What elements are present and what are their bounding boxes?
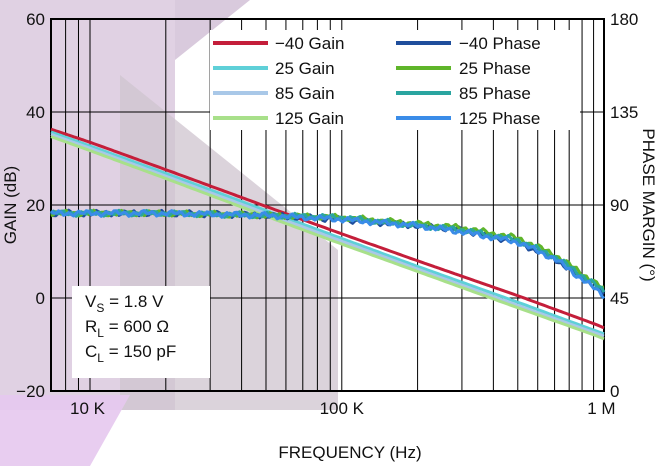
y-right-tick-label: 45 [610,289,629,308]
x-tick-label: 1 M [587,399,615,418]
x-axis-title: FREQUENCY (Hz) [278,443,421,462]
y-right-tick-label: 135 [610,103,638,122]
y-axis-left-title: GAIN (dB) [1,166,20,244]
right-axis-ticks: 0 45 90 135 180 [610,10,638,401]
y-left-tick-label: 20 [26,196,45,215]
y-axis-right-title: PHASE MARGIN (°) [639,128,658,281]
y-left-tick-label: 0 [36,289,45,308]
y-left-tick-label: −20 [16,382,45,401]
y-right-tick-label: 0 [610,382,619,401]
y-right-tick-label: 180 [610,10,638,29]
series-line-125-gain [50,135,605,341]
legend-label: 125 Phase [459,109,540,128]
conditions-box: VS = 1.8 VRL = 600 ΩCL = 150 pF [72,286,210,378]
legend-box [210,30,580,130]
condition-label: VS = 1.8 V [85,292,164,315]
x-tick-label: 10 K [70,399,106,418]
legend-label: −40 Gain [275,34,344,53]
conditions-background [72,286,210,378]
y-left-tick-label: 40 [26,103,45,122]
legend: −40 Gain 25 Gain 85 Gain 125 Gain −40 Phase 2… [210,30,580,130]
series-line-85-gain [50,132,605,338]
y-right-tick-label: 90 [610,196,629,215]
series-line-40-gain [50,127,605,330]
plot-frame [50,18,605,392]
legend-label: 125 Gain [275,109,344,128]
legend-label: −40 Phase [459,34,541,53]
condition-label: CL = 150 pF [85,342,176,365]
legend-label: 25 Phase [459,59,531,78]
condition-label: RL = 600 Ω [85,317,169,340]
left-axis-ticks: −20 0 20 40 60 [16,10,45,401]
y-left-tick-label: 60 [26,10,45,29]
series-line-125-phase [49,209,606,300]
x-tick-label: 100 K [320,399,365,418]
legend-label: 25 Gain [275,59,335,78]
series-line-25-gain [50,130,605,336]
legend-label: 85 Phase [459,84,531,103]
legend-label: 85 Gain [275,84,335,103]
series-lines [49,127,606,341]
x-axis-ticks: 10 K 100 K 1 M [70,399,616,418]
